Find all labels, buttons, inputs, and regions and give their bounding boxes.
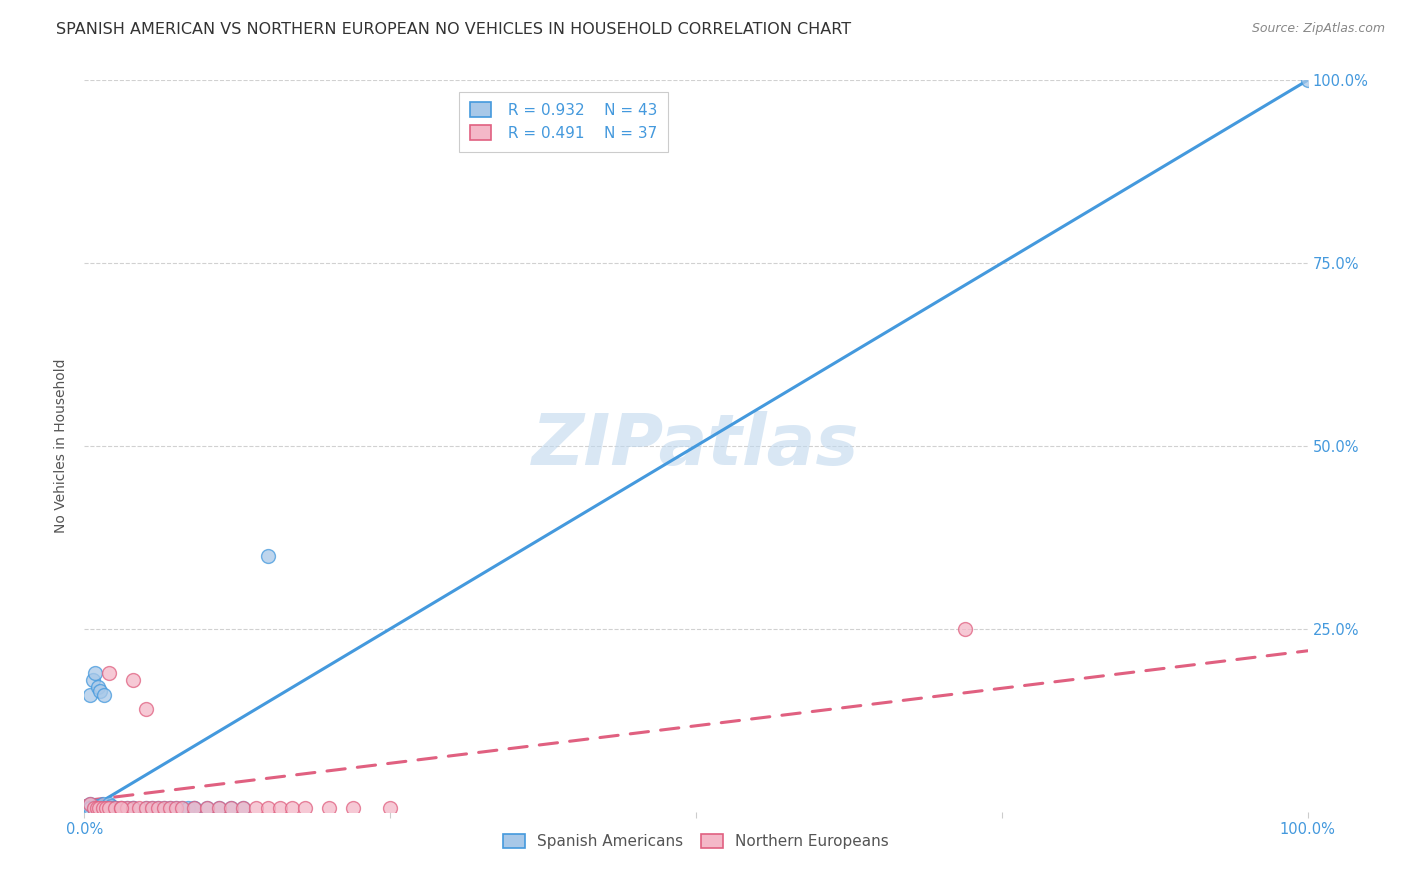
Point (82, 673, 104, 687)
Point (84, 665, 107, 680)
Point (208, 801, 231, 815)
Point (104, 801, 127, 815)
Point (128, 801, 150, 815)
Point (208, 801, 231, 815)
Point (91, 797, 114, 812)
Point (122, 801, 145, 815)
Point (146, 801, 169, 815)
Point (93, 688, 115, 702)
Point (318, 801, 340, 815)
Point (165, 801, 187, 815)
Point (97, 801, 120, 815)
Point (87, 801, 110, 815)
Point (83, 801, 105, 815)
Point (104, 801, 127, 815)
Point (135, 801, 157, 815)
Point (294, 801, 316, 815)
Point (91, 801, 114, 815)
Text: ZIPatlas: ZIPatlas (533, 411, 859, 481)
Point (172, 801, 194, 815)
Point (146, 801, 169, 815)
Point (100, 798, 122, 813)
Point (87, 681, 110, 695)
Point (79, 688, 101, 702)
Point (281, 801, 304, 815)
Point (153, 801, 176, 815)
Point (97, 665, 120, 680)
Point (86, 798, 108, 813)
Point (135, 801, 157, 815)
Point (165, 801, 187, 815)
Point (96, 801, 118, 815)
Point (183, 801, 205, 815)
Point (177, 801, 200, 815)
Text: SPANISH AMERICAN VS NORTHERN EUROPEAN NO VEHICLES IN HOUSEHOLD CORRELATION CHART: SPANISH AMERICAN VS NORTHERN EUROPEAN NO… (56, 22, 852, 37)
Point (79, 797, 101, 812)
Point (83, 801, 105, 815)
Point (380, 801, 402, 815)
Point (183, 801, 205, 815)
Point (91, 801, 114, 815)
Point (104, 801, 127, 815)
Point (183, 801, 205, 815)
Point (195, 801, 218, 815)
Point (97, 801, 120, 815)
Point (83, 801, 105, 815)
Point (257, 801, 280, 815)
Point (1296, 73, 1319, 87)
Point (159, 801, 181, 815)
Legend: Spanish Americans, Northern Europeans: Spanish Americans, Northern Europeans (498, 828, 894, 855)
Point (219, 801, 242, 815)
Point (97, 801, 120, 815)
Point (141, 801, 163, 815)
Point (97, 801, 120, 815)
Point (172, 801, 194, 815)
Point (232, 801, 254, 815)
Point (115, 801, 138, 815)
Point (87, 801, 110, 815)
Point (232, 801, 254, 815)
Point (153, 801, 176, 815)
Point (110, 801, 132, 815)
Point (79, 801, 101, 815)
Point (96, 801, 118, 815)
Point (219, 801, 242, 815)
Point (110, 801, 132, 815)
Point (115, 801, 138, 815)
Point (122, 801, 145, 815)
Point (122, 801, 145, 815)
Point (89, 684, 111, 698)
Point (86, 801, 108, 815)
Point (342, 801, 364, 815)
Point (135, 702, 157, 716)
Point (79, 797, 101, 812)
Point (195, 801, 218, 815)
Point (141, 801, 163, 815)
Text: Source: ZipAtlas.com: Source: ZipAtlas.com (1251, 22, 1385, 36)
Point (104, 801, 127, 815)
Point (269, 801, 291, 815)
Point (257, 549, 280, 563)
Point (97, 797, 120, 812)
Point (159, 801, 181, 815)
Point (122, 673, 145, 687)
Point (245, 801, 267, 815)
Point (110, 801, 132, 815)
Y-axis label: No Vehicles in Household: No Vehicles in Household (55, 359, 69, 533)
Point (953, 622, 976, 636)
